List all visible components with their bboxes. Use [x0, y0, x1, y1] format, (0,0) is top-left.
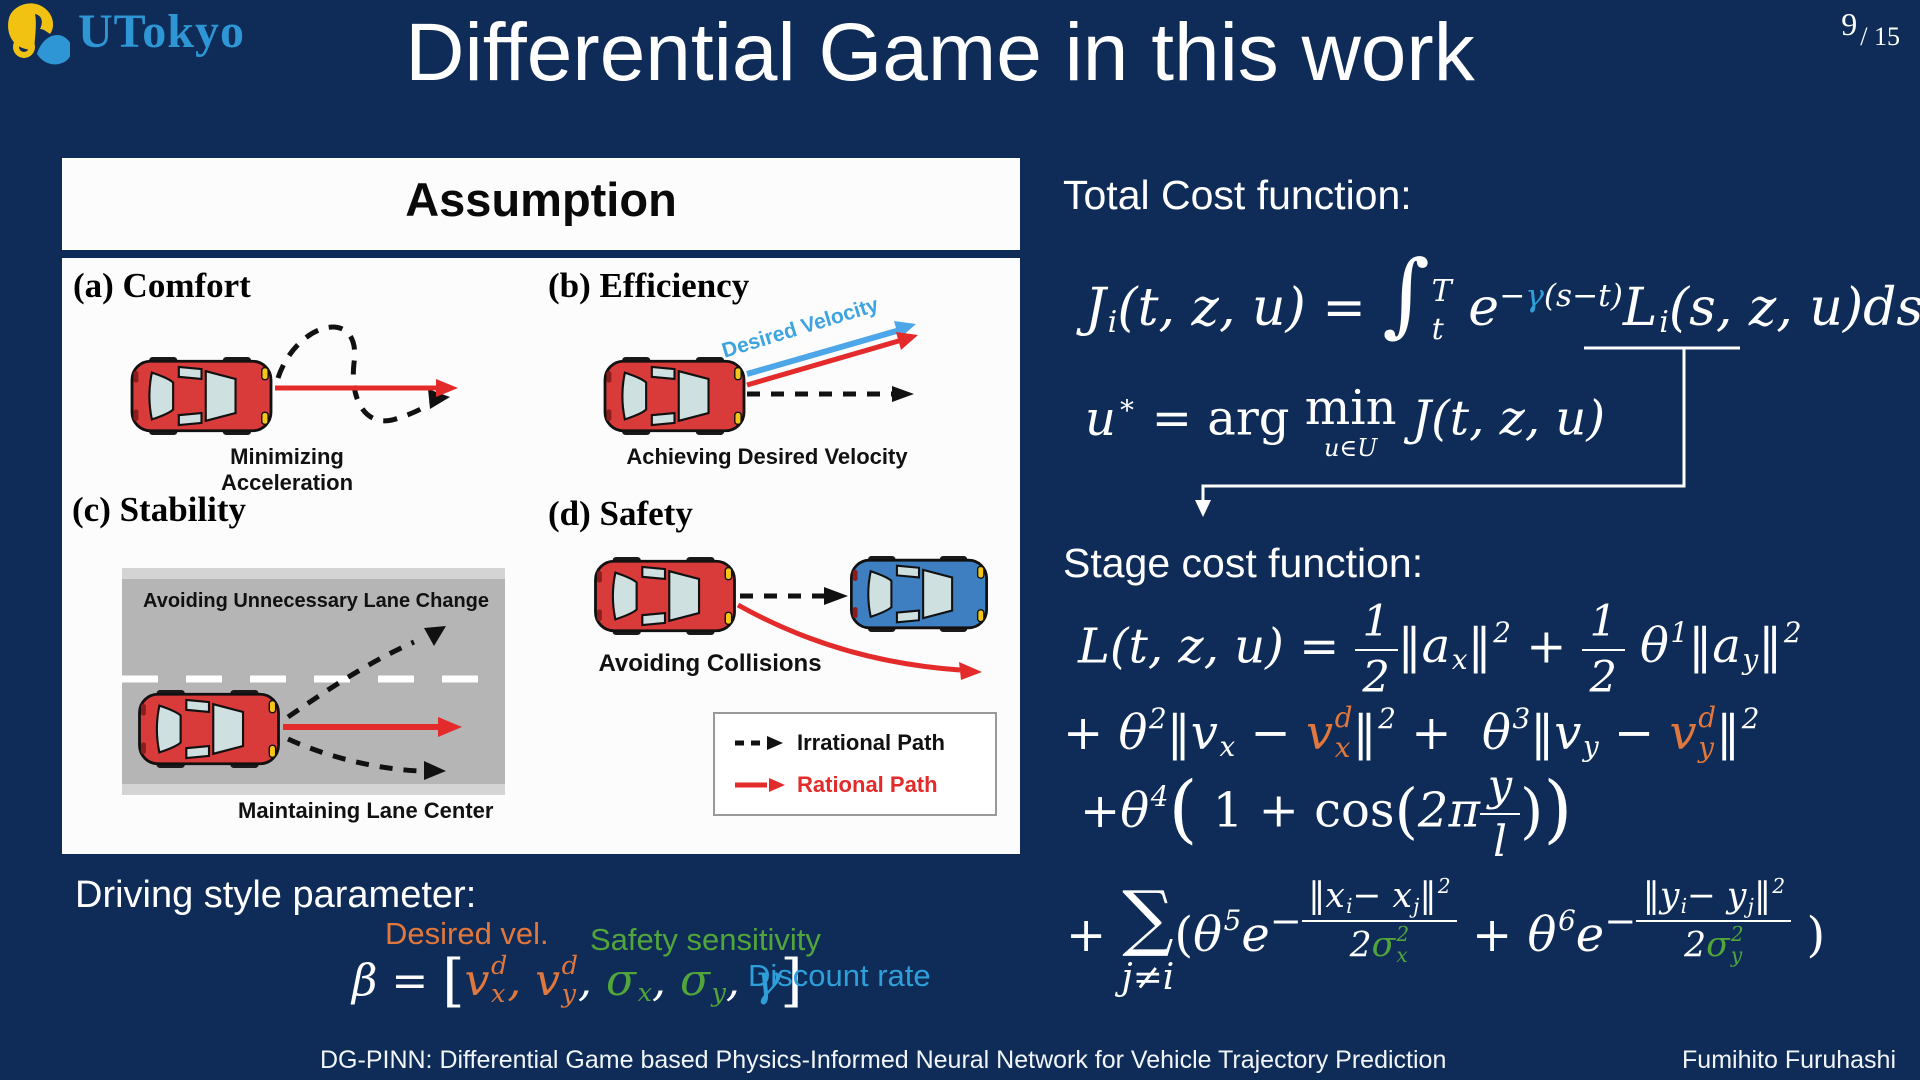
quadrant-d-label: (d) Safety — [548, 494, 693, 533]
discount-rate-label: Discount rate — [748, 958, 931, 993]
slide-title: Differential Game in this work — [405, 7, 1475, 98]
footer-author: Fumihito Furuhashi — [1682, 1046, 1896, 1074]
irrational-path-icon — [735, 736, 783, 750]
quadrant-c-label: (c) Stability — [72, 490, 247, 529]
quadrant-b-label: (b) Efficiency — [548, 266, 750, 305]
panel-divider — [62, 250, 1020, 258]
legend-irrational-row: Irrational Path — [733, 730, 995, 756]
stability-graphic — [138, 626, 462, 780]
stage-cost-heading: Stage cost function: — [1063, 540, 1424, 586]
stage-cost-line2: + θ 2 ‖v x − v d x ‖ 2 + θ 3 ‖v y − v d y ‖ 2 — [1063, 701, 1760, 765]
legend-rational-row: Rational Path — [733, 772, 995, 798]
page-number: 9/ 15 — [1841, 6, 1900, 51]
assumption-panel: Assumption — [62, 158, 1020, 854]
path-legend: Irrational Path Rational Path — [713, 712, 997, 816]
stability-caption-top: Avoiding Unnecessary Lane Change — [143, 590, 490, 612]
safety-graphic — [594, 555, 988, 680]
stability-caption-bottom: Maintaining Lane Center — [238, 798, 494, 823]
quadrant-a-label: (a) Comfort — [73, 266, 251, 305]
efficiency-caption: Achieving Desired Velocity — [626, 444, 908, 469]
utokyo-logo-text: UTokyo — [78, 5, 245, 58]
page-current: 9 — [1841, 6, 1858, 42]
stage-cost-line3: +θ 4( 1 + cos(2π y l)) — [1080, 761, 1573, 867]
legend-irrational-label: Irrational Path — [797, 730, 945, 755]
efficiency-graphic — [603, 321, 918, 435]
assumption-title: Assumption — [405, 173, 677, 226]
utokyo-logo-icon — [8, 3, 70, 65]
rational-path-icon — [735, 778, 785, 792]
footer-title: DG-PINN: Differential Game based Physics… — [320, 1046, 1447, 1074]
comfort-graphic — [130, 324, 458, 435]
stage-cost-line4: + ∑ j≠i(θ 5 e − ‖x i − x j ‖ 2 2 σ 2 x + θ 6 e − ‖y i − y j ‖ 2… — [1066, 874, 1826, 998]
utokyo-logo: UTokyo — [4, 2, 245, 68]
driving-style-heading: Driving style parameter: — [75, 874, 477, 916]
page-total: / 15 — [1860, 22, 1900, 51]
legend-rational-label: Rational Path — [797, 772, 938, 797]
assumption-diagram — [122, 321, 988, 795]
safety-sensitivity-label: Safety sensitivity — [590, 922, 821, 957]
safety-caption: Avoiding Collisions — [598, 650, 822, 677]
total-cost-heading: Total Cost function: — [1063, 172, 1412, 218]
argmin-formula: u ∗ = arg min u∈U J(t, z, u) — [1085, 380, 1606, 463]
desired-vel-label: Desired vel. — [385, 916, 549, 951]
comfort-caption: Minimizing Acceleration — [220, 444, 354, 495]
